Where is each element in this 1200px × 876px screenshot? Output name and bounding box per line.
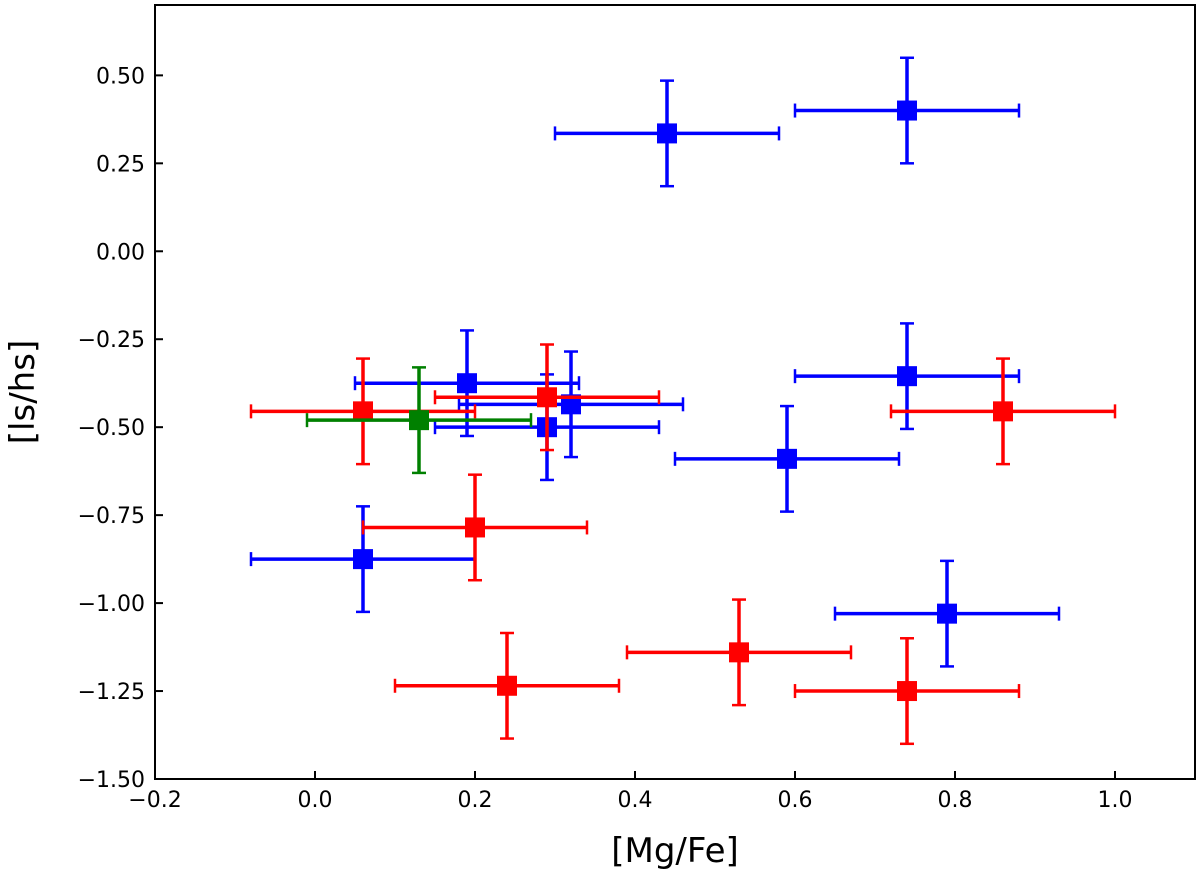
x-tick-label: 1.0 xyxy=(1098,788,1133,813)
y-tick-label: −0.50 xyxy=(78,416,145,441)
data-point-marker xyxy=(777,448,797,469)
data-point-marker xyxy=(561,394,581,415)
x-axis-ticks: −0.2 0.0 0.2 0.4 0.6 0.8 1.0 xyxy=(128,771,1133,813)
series-blue xyxy=(249,56,1061,668)
y-axis-label: [ls/hs] xyxy=(3,340,43,444)
y-tick-label: 0.50 xyxy=(96,64,145,89)
data-point-marker xyxy=(897,366,917,387)
x-axis-label: [Mg/Fe] xyxy=(611,831,739,871)
data-point-marker xyxy=(937,603,957,624)
data-point-marker xyxy=(457,373,477,394)
y-tick-label: 0.25 xyxy=(96,152,145,177)
x-tick-label: 0.8 xyxy=(938,788,973,813)
data-points xyxy=(249,56,1117,746)
x-tick-label: 0.4 xyxy=(618,788,653,813)
x-tick-label: 0.0 xyxy=(298,788,333,813)
y-tick-label: −0.75 xyxy=(78,504,145,529)
x-tick-label: 0.6 xyxy=(778,788,813,813)
x-tick-label: −0.2 xyxy=(128,788,181,813)
data-point-marker xyxy=(353,549,373,570)
data-point-marker xyxy=(497,675,517,696)
x-tick-label: 0.2 xyxy=(458,788,493,813)
data-point-marker xyxy=(537,387,557,408)
data-point-marker xyxy=(897,100,917,121)
series-green xyxy=(305,366,533,475)
plot-frame xyxy=(154,4,1196,780)
data-point-marker xyxy=(729,642,749,663)
data-point-marker xyxy=(897,681,917,702)
y-tick-label: −1.25 xyxy=(78,680,145,705)
y-axis-ticks: 0.50 0.25 0.00 −0.25 −0.50 −0.75 −1.00 −1.25 −1.… xyxy=(78,64,163,793)
data-point-marker xyxy=(465,517,485,538)
y-tick-label: −1.50 xyxy=(78,768,145,793)
data-point-marker xyxy=(657,123,677,144)
series-red xyxy=(249,343,1117,746)
y-tick-label: −0.25 xyxy=(78,328,145,353)
data-point-marker xyxy=(409,410,429,431)
y-tick-label: −1.00 xyxy=(78,592,145,617)
y-tick-label: 0.00 xyxy=(96,240,145,265)
data-point-marker xyxy=(993,401,1013,422)
data-point-marker xyxy=(353,401,373,422)
